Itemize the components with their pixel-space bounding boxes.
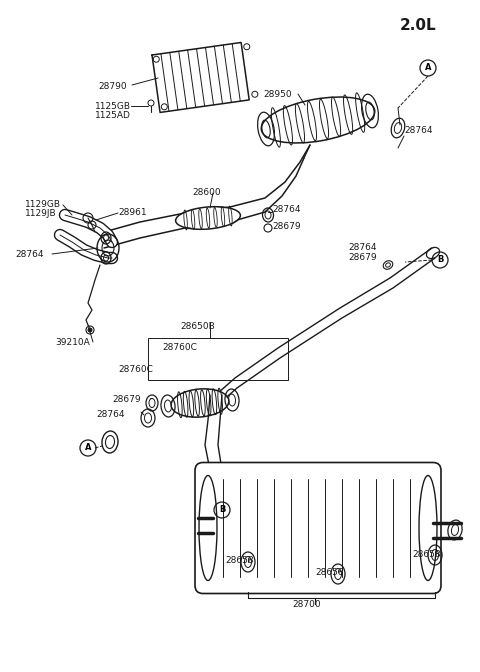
Text: 28950: 28950 — [263, 90, 292, 99]
Text: 28679: 28679 — [272, 222, 300, 231]
Text: A: A — [425, 63, 431, 73]
Text: 28658: 28658 — [315, 568, 344, 577]
Text: 28679: 28679 — [112, 395, 141, 404]
Text: B: B — [437, 255, 443, 265]
Text: 39210A: 39210A — [55, 338, 90, 347]
Text: 28764: 28764 — [348, 243, 376, 252]
Circle shape — [88, 328, 92, 332]
Text: 28790: 28790 — [98, 82, 127, 91]
Ellipse shape — [172, 390, 228, 416]
Text: 28658: 28658 — [412, 550, 441, 559]
Text: A: A — [85, 444, 91, 452]
Text: 28764: 28764 — [404, 126, 432, 135]
Text: 1129GB: 1129GB — [25, 200, 61, 209]
Ellipse shape — [177, 208, 240, 228]
Text: 28700: 28700 — [292, 600, 321, 609]
Text: 1125GB: 1125GB — [95, 102, 131, 111]
Text: 28650B: 28650B — [180, 322, 215, 331]
Text: 28764: 28764 — [96, 410, 124, 419]
Text: 28961: 28961 — [118, 208, 146, 217]
Ellipse shape — [262, 98, 374, 142]
Text: 28760C: 28760C — [162, 343, 197, 352]
Text: B: B — [219, 505, 225, 515]
Text: 28679: 28679 — [348, 253, 377, 262]
Text: 28764: 28764 — [15, 250, 44, 259]
FancyBboxPatch shape — [195, 462, 441, 593]
Text: 2.0L: 2.0L — [400, 18, 437, 33]
Text: 1125AD: 1125AD — [95, 111, 131, 120]
Text: 28600: 28600 — [192, 188, 221, 197]
Text: 1129JB: 1129JB — [25, 209, 57, 218]
Text: 28764: 28764 — [272, 205, 300, 214]
Text: 28760C: 28760C — [118, 365, 153, 374]
Bar — [148, 338, 288, 380]
Text: 28658: 28658 — [225, 556, 253, 565]
